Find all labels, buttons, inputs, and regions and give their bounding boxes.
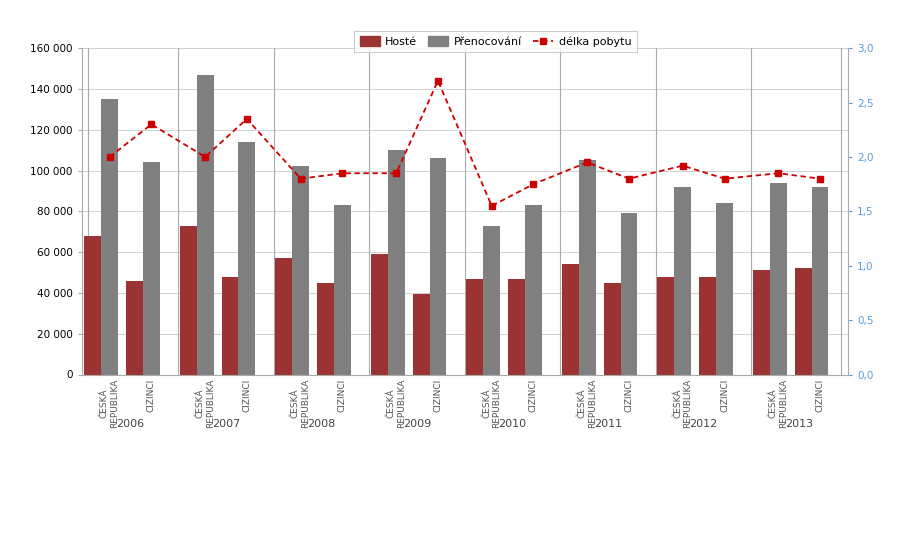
Bar [770, 183, 786, 374]
Bar [239, 142, 256, 374]
Bar [620, 213, 638, 374]
Bar [292, 166, 309, 374]
Bar [674, 187, 691, 374]
Bar [413, 294, 430, 374]
Bar [658, 277, 674, 374]
Text: 2013: 2013 [785, 419, 814, 430]
Text: 2008: 2008 [307, 419, 336, 430]
Bar [197, 75, 213, 374]
Bar [276, 258, 292, 374]
Bar [388, 150, 405, 374]
Text: 2009: 2009 [403, 419, 431, 430]
Bar [102, 99, 118, 374]
Bar [371, 254, 388, 374]
Text: 2011: 2011 [594, 419, 622, 430]
Text: 2006: 2006 [116, 419, 144, 430]
Bar [180, 226, 197, 374]
Bar [579, 160, 596, 374]
Bar [126, 281, 143, 374]
Bar [604, 282, 620, 374]
Bar [525, 205, 541, 374]
Bar [143, 163, 160, 374]
Bar [317, 282, 334, 374]
Bar [84, 236, 102, 374]
Bar [795, 269, 812, 374]
Bar [717, 203, 733, 374]
Text: 2012: 2012 [689, 419, 717, 430]
Bar [466, 279, 483, 374]
Bar [334, 205, 351, 374]
Bar [508, 279, 525, 374]
Bar [430, 158, 446, 374]
Bar [221, 277, 239, 374]
Bar [562, 264, 579, 374]
Bar [483, 226, 500, 374]
Bar [699, 277, 717, 374]
Bar [812, 187, 828, 374]
Legend: Hosté, Přenocování, délka pobytu: Hosté, Přenocování, délka pobytu [354, 31, 637, 52]
Bar [753, 271, 770, 374]
Text: 2010: 2010 [499, 419, 527, 430]
Text: 2007: 2007 [212, 419, 240, 430]
